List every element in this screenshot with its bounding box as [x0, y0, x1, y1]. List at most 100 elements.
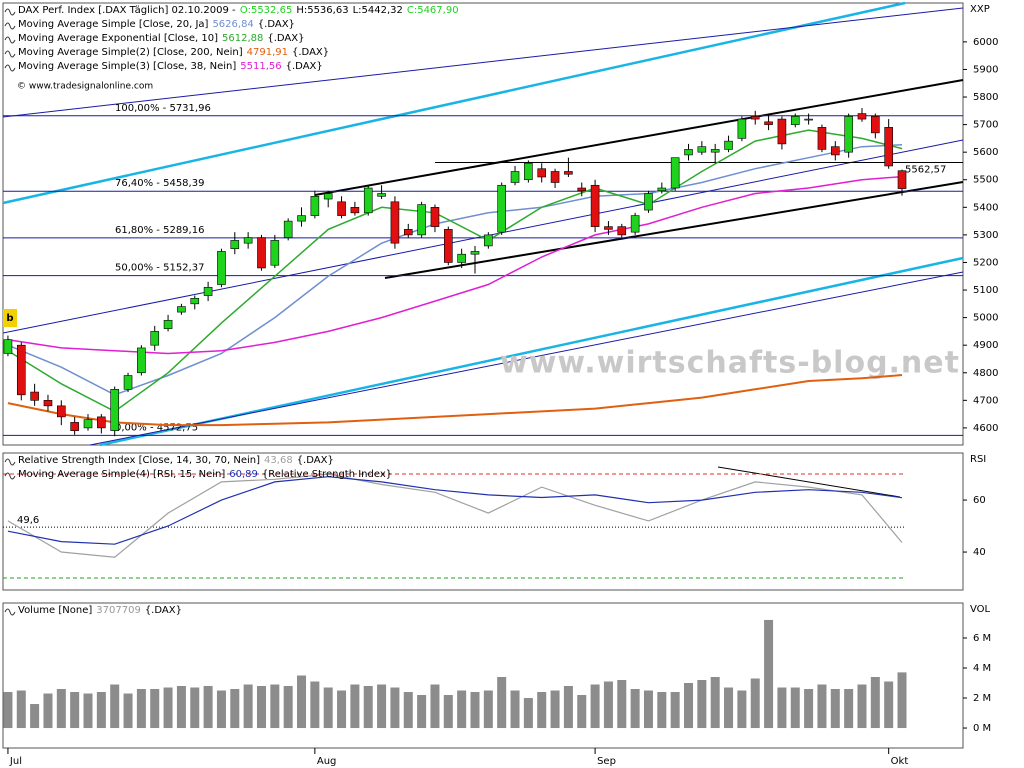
bar [176, 686, 186, 729]
candle-body [737, 118, 747, 139]
candle-body [804, 118, 813, 121]
x-tick-label: Jul [9, 756, 22, 767]
legend-text: {.DAX} [286, 61, 323, 72]
badge-box [3, 309, 17, 327]
bar [817, 684, 827, 729]
bar [297, 675, 307, 729]
legend-text: Volume [None] [18, 605, 92, 616]
y-tick-label: 5400 [973, 202, 998, 213]
legend-entry: Moving Average Simple(2) [Close, 200, Ne… [18, 47, 329, 58]
candle-body [790, 116, 800, 125]
legend-text: DAX Perf. Index [.DAX Täglich] 02.10.200… [18, 5, 236, 16]
legend-text: {.DAX} [297, 455, 334, 466]
bar [697, 680, 707, 729]
candle-body [283, 220, 293, 238]
bar [830, 689, 840, 729]
candle-body [70, 422, 79, 431]
bar [457, 690, 467, 729]
bar [16, 690, 26, 729]
bar [3, 692, 13, 729]
bar [510, 690, 520, 729]
legend-text: Moving Average Simple(2) [Close, 200, Ne… [18, 47, 243, 58]
legend-icon [4, 472, 16, 480]
candle-body [57, 405, 66, 418]
series-line [7, 175, 903, 355]
candle-body [630, 215, 640, 233]
legend-text: {.DAX} [258, 19, 295, 30]
bar [470, 692, 480, 729]
candle-body [337, 201, 346, 216]
y-tick-label: 60 [973, 495, 986, 506]
y-tick-label: 5100 [973, 285, 998, 296]
candle-body [30, 391, 39, 401]
x-tick-label: Aug [317, 756, 337, 767]
bar [804, 689, 814, 729]
volume-panel [2, 602, 964, 749]
candle-body [871, 116, 880, 134]
trend-line [717, 466, 901, 498]
bar [283, 686, 293, 729]
candle-body [110, 389, 119, 431]
y-tick-label: 5800 [973, 92, 998, 103]
candle-body [884, 127, 893, 167]
legend-entry: Volume [None] 3707709 {.DAX} [18, 605, 182, 616]
candle-body [844, 116, 853, 153]
candle-body [764, 121, 773, 125]
candle-body [323, 193, 333, 200]
legend-text: O:5532,65 [240, 5, 292, 16]
candle-body [257, 237, 266, 269]
bar [350, 684, 360, 729]
y-tick-label: 5200 [973, 257, 998, 268]
legend-icon [4, 608, 16, 616]
rsi-panel [2, 452, 964, 591]
candle-body [137, 347, 146, 374]
y-tick-label: 40 [973, 547, 986, 558]
candle-body [217, 251, 226, 285]
candle-body [97, 416, 106, 429]
candle-body [750, 116, 760, 120]
y-tick-label: 4900 [973, 340, 998, 351]
candle-body [484, 234, 493, 247]
bar [884, 681, 894, 729]
candle-body [377, 193, 386, 197]
candle-body [830, 146, 840, 156]
trend-line [384, 181, 964, 279]
legend-text: 5612,88 [222, 33, 263, 44]
candle-body [684, 149, 693, 156]
bar [724, 687, 734, 729]
legend-text: {.DAX} [267, 33, 304, 44]
series-line [7, 129, 903, 413]
legend-entry: Relative Strength Index [Close, 14, 30, … [18, 455, 334, 466]
bar [737, 690, 747, 729]
axis-label: VOL [970, 604, 991, 615]
x-tick-label: Okt [891, 756, 909, 767]
candle-body [203, 286, 213, 296]
bar [256, 686, 266, 729]
bar [123, 693, 133, 729]
bar [417, 695, 427, 729]
price-line-label: 5562,57 [905, 164, 946, 175]
legend-entry: Moving Average Exponential [Close, 10] 56… [18, 33, 304, 44]
bar [523, 698, 533, 729]
legend-text: 60,89 [229, 469, 258, 480]
watermark: www.wirtschafts-blog.net [500, 346, 960, 381]
bar [203, 686, 213, 729]
legend-text: {.DAX} [292, 47, 329, 58]
bar [483, 690, 493, 729]
candle-body [670, 157, 680, 189]
series-line [7, 473, 903, 558]
level-label: 49,6 [17, 515, 39, 526]
legend-entry: DAX Perf. Index [.DAX Täglich] 02.10.200… [18, 5, 459, 16]
candle-body [510, 171, 520, 183]
bar [190, 687, 200, 729]
bar [270, 684, 280, 729]
bar [497, 677, 507, 729]
bar [563, 686, 573, 729]
bar [857, 684, 867, 729]
y-tick-label: 5000 [973, 313, 998, 324]
trend-line [2, 139, 964, 334]
level-label: 0,00% - 4572,75 [115, 422, 198, 433]
legend-icon [4, 458, 16, 466]
legend-icon [4, 22, 16, 30]
